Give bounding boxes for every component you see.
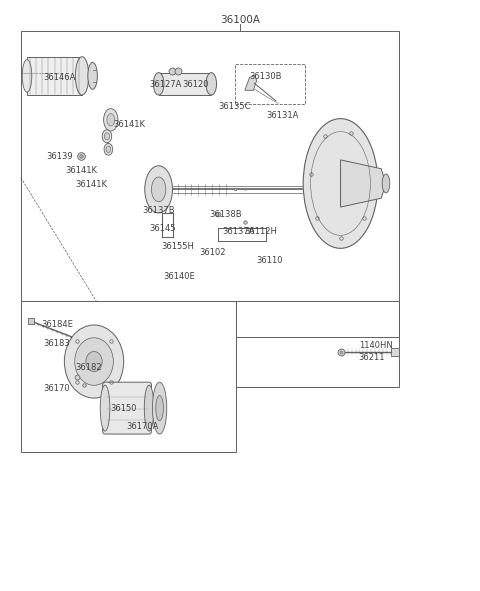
Ellipse shape — [88, 63, 97, 89]
Bar — [235, 64, 305, 104]
Ellipse shape — [382, 174, 390, 193]
Ellipse shape — [104, 109, 118, 131]
Text: 36170A: 36170A — [126, 422, 158, 431]
Text: 36137B: 36137B — [142, 206, 175, 215]
Text: 36112H: 36112H — [245, 228, 277, 236]
Ellipse shape — [104, 133, 109, 140]
Text: 36182: 36182 — [75, 363, 101, 372]
Text: 36120: 36120 — [182, 80, 209, 89]
Ellipse shape — [104, 144, 113, 155]
Text: 36150: 36150 — [110, 404, 136, 413]
Ellipse shape — [145, 166, 172, 213]
Ellipse shape — [152, 177, 166, 202]
Ellipse shape — [303, 119, 378, 248]
Text: 36141K: 36141K — [113, 120, 145, 129]
FancyBboxPatch shape — [103, 382, 152, 434]
Text: 1140HN: 1140HN — [359, 341, 393, 350]
Ellipse shape — [107, 113, 115, 126]
Text: 36131A: 36131A — [266, 111, 299, 120]
Text: 36183: 36183 — [44, 339, 71, 348]
Text: 36145: 36145 — [149, 225, 176, 233]
Ellipse shape — [154, 73, 164, 95]
Text: 36155H: 36155H — [161, 242, 194, 251]
Text: 36140E: 36140E — [163, 272, 195, 281]
Ellipse shape — [102, 130, 112, 143]
Ellipse shape — [153, 382, 167, 434]
Text: 36100A: 36100A — [220, 15, 260, 25]
Ellipse shape — [106, 146, 111, 152]
Bar — [158, 73, 211, 95]
Text: 36141K: 36141K — [75, 180, 107, 189]
Text: 36141K: 36141K — [65, 166, 97, 175]
Text: 36211: 36211 — [359, 353, 385, 362]
Text: 36137A: 36137A — [222, 228, 254, 236]
Ellipse shape — [144, 385, 154, 431]
Text: 36170: 36170 — [44, 384, 71, 392]
Text: 36102: 36102 — [199, 248, 226, 257]
Ellipse shape — [86, 352, 102, 372]
Polygon shape — [340, 160, 386, 207]
Text: 36127A: 36127A — [149, 80, 181, 89]
Text: 36138B: 36138B — [209, 210, 241, 219]
Bar — [27, 57, 82, 95]
Ellipse shape — [206, 73, 216, 95]
Polygon shape — [245, 76, 257, 90]
Ellipse shape — [22, 60, 32, 92]
Text: 36146A: 36146A — [44, 73, 76, 82]
Bar — [236, 301, 399, 387]
Text: 36184E: 36184E — [41, 320, 73, 329]
Text: 36130B: 36130B — [250, 72, 282, 80]
Text: 36135C: 36135C — [218, 102, 251, 111]
Bar — [21, 31, 399, 301]
Bar — [21, 301, 236, 452]
Text: 36139: 36139 — [46, 152, 73, 161]
Ellipse shape — [75, 338, 113, 385]
Ellipse shape — [100, 385, 110, 431]
Ellipse shape — [75, 57, 89, 95]
Text: 36110: 36110 — [257, 256, 283, 265]
Ellipse shape — [156, 395, 163, 421]
Ellipse shape — [64, 325, 124, 398]
